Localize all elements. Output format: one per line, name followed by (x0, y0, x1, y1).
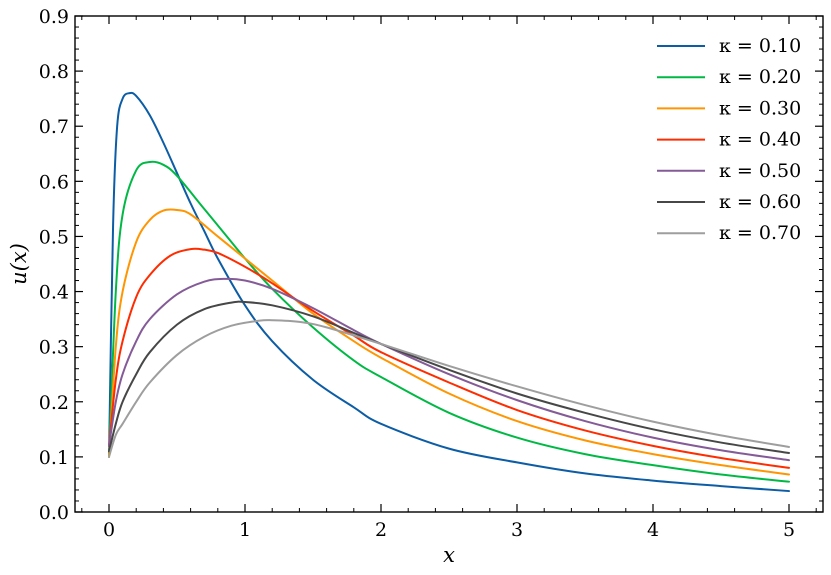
series-layer (108, 91, 790, 493)
series-line-7 (108, 319, 790, 458)
x-axis-label: x (443, 543, 455, 567)
y-tick-label: 0.4 (39, 282, 69, 304)
x-tick-label: 2 (375, 519, 387, 541)
y-tick-label: 0.5 (39, 226, 69, 248)
series-line-3 (108, 208, 790, 476)
legend-label: κ = 0.50 (719, 160, 801, 182)
y-tick-label: 0.3 (39, 337, 69, 359)
y-tick-label: 0.1 (39, 447, 69, 469)
legend-label: κ = 0.10 (719, 35, 801, 57)
y-tick-label: 0.2 (39, 392, 69, 414)
y-tick-label: 0.0 (39, 502, 69, 524)
legend: κ = 0.10 κ = 0.20 κ = 0.30 κ = 0.40 κ = 0.50… (657, 35, 801, 244)
legend-label: κ = 0.30 (719, 97, 801, 119)
x-tick-label: 4 (647, 519, 659, 541)
series-line-6 (108, 300, 790, 455)
y-axis-label: u(x) (7, 243, 31, 285)
y-tick-label: 0.9 (39, 6, 69, 28)
x-tick-label: 5 (783, 519, 795, 541)
y-tick-label: 0.6 (39, 171, 69, 193)
legend-label: κ = 0.40 (719, 129, 801, 151)
legend-label: κ = 0.60 (719, 191, 801, 213)
series-line-2 (108, 160, 790, 483)
x-tick-label: 1 (239, 519, 251, 541)
series-line-5 (108, 277, 790, 462)
x-tick-label: 3 (511, 519, 523, 541)
x-tick-label: 0 (103, 519, 115, 541)
plot-frame (74, 15, 824, 513)
y-tick-label: 0.8 (39, 61, 69, 83)
legend-label: κ = 0.20 (719, 66, 801, 88)
ticks-layer: 0 1 2 3 4 5 0.0 0.1 0.2 0.3 0.4 0.5 0.6 0.7 0.8 0.9 (39, 6, 823, 541)
legend-label: κ = 0.70 (719, 222, 801, 244)
y-tick-label: 0.7 (39, 116, 69, 138)
series-line-4 (108, 247, 790, 469)
series-line-1 (108, 91, 790, 493)
